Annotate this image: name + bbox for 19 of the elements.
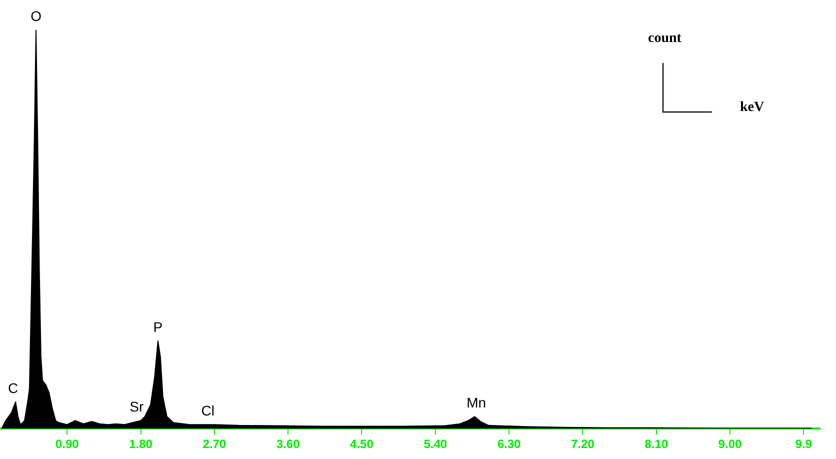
x-tick-label: 9.00 bbox=[718, 437, 742, 452]
annotation: Mn bbox=[466, 394, 486, 410]
annotation: Sr bbox=[130, 398, 144, 414]
x-tick-label: 6.30 bbox=[497, 437, 522, 452]
x-tick-label: 7.20 bbox=[570, 437, 595, 452]
x-tick-label: 9.9 bbox=[795, 437, 812, 452]
x-tick-label: 1.80 bbox=[129, 437, 153, 452]
x-tick-label: 3.60 bbox=[276, 437, 300, 452]
x-axis-title: keV bbox=[740, 100, 764, 116]
x-tick-label: 4.50 bbox=[350, 437, 374, 452]
x-tick-label: 2.70 bbox=[202, 437, 226, 452]
annotation: O bbox=[30, 8, 42, 24]
annotation: C bbox=[8, 380, 18, 396]
annotation: Cl bbox=[201, 402, 214, 418]
x-tick-label: 5.40 bbox=[424, 437, 448, 452]
annotation: P bbox=[153, 318, 163, 335]
x-tick-label: 8.10 bbox=[644, 437, 668, 452]
y-axis-title: count bbox=[648, 31, 682, 47]
x-tick-label: 0.90 bbox=[55, 437, 80, 452]
